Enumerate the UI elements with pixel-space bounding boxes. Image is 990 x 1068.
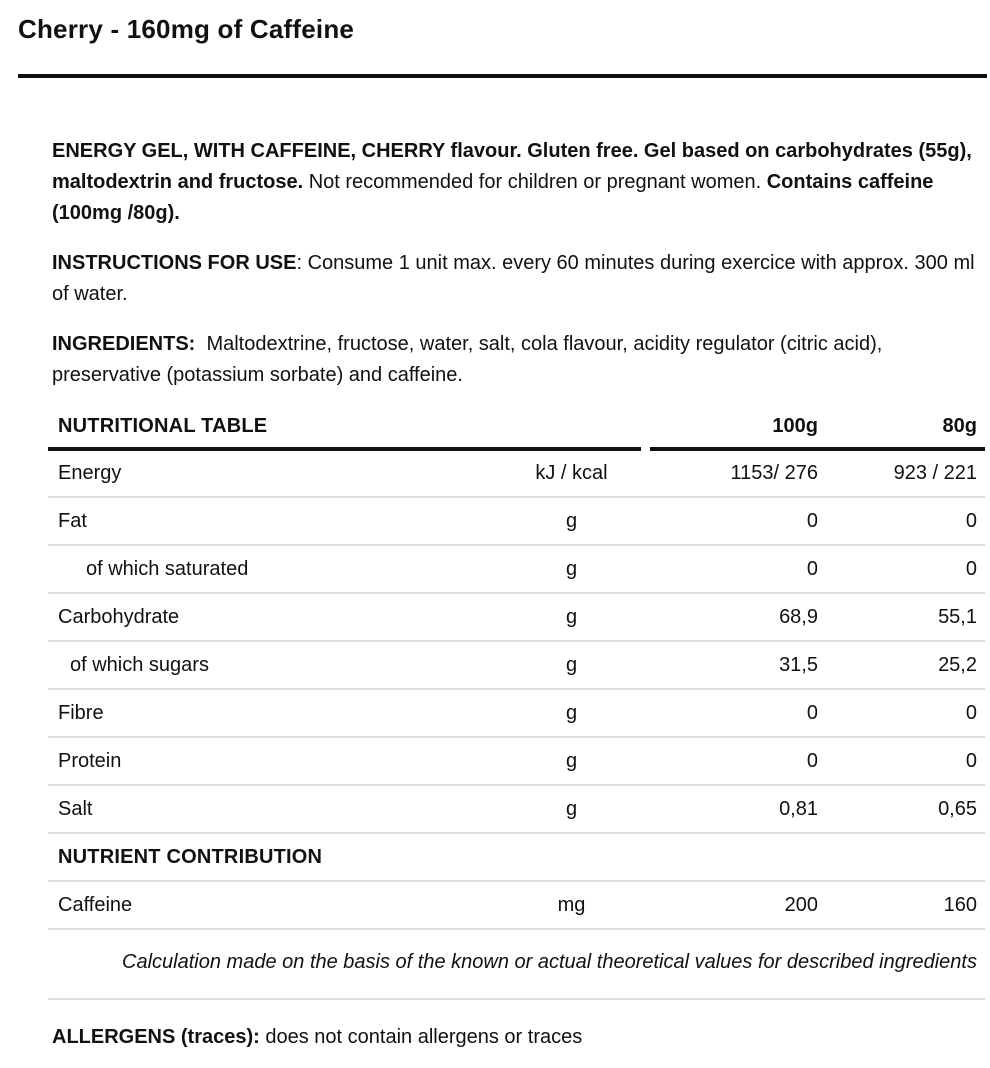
row-value-100g: 31,5 — [645, 641, 818, 690]
row-value-100g: 0 — [645, 689, 818, 738]
allergens-label: ALLERGENS (traces): — [52, 1026, 260, 1048]
row-label: Fibre — [48, 689, 498, 738]
row-value-80g: 0 — [818, 497, 985, 546]
row-value-100g: 0 — [645, 737, 818, 786]
row-label: of which saturated — [48, 545, 498, 594]
instructions-label: INSTRUCTIONS FOR USE — [52, 252, 297, 274]
page-title: Cherry - 160mg of Caffeine — [18, 14, 355, 44]
table-row-fibre: Fibre g 0 0 — [48, 689, 985, 738]
row-unit: g — [498, 593, 645, 642]
row-label: Carbohydrate — [48, 593, 498, 642]
table-row-sugars: of which sugars g 31,5 25,2 — [48, 641, 985, 690]
row-unit: g — [498, 689, 645, 738]
row-unit: g — [498, 737, 645, 786]
row-value-80g: 923 / 221 — [818, 449, 985, 498]
row-label: Energy — [48, 449, 498, 498]
table-note-row: Calculation made on the basis of the kno… — [48, 929, 985, 1000]
section-header: NUTRIENT CONTRIBUTION — [48, 833, 985, 882]
column-header-100g: 100g — [645, 405, 818, 451]
table-row-protein: Protein g 0 0 — [48, 737, 985, 786]
row-label: Caffeine — [48, 881, 498, 930]
row-value-100g: 1153/ 276 — [645, 449, 818, 498]
row-value-80g: 0 — [818, 689, 985, 738]
row-value-100g: 0 — [645, 545, 818, 594]
description-normal-middle: Not recommended for children or pregnant… — [303, 171, 767, 193]
row-value-100g: 200 — [645, 881, 818, 930]
row-label: Salt — [48, 785, 498, 834]
table-header-row: NUTRITIONAL TABLE 100g 80g — [48, 405, 985, 451]
row-label: of which sugars — [48, 641, 498, 690]
description-paragraph: ENERGY GEL, WITH CAFFEINE, CHERRY flavou… — [52, 136, 978, 229]
row-value-80g: 55,1 — [818, 593, 985, 642]
row-unit: g — [498, 785, 645, 834]
title-divider-rule — [18, 74, 987, 78]
row-value-80g: 0 — [818, 545, 985, 594]
row-unit: g — [498, 641, 645, 690]
row-unit: g — [498, 545, 645, 594]
row-value-100g: 0,81 — [645, 785, 818, 834]
table-row-saturated: of which saturated g 0 0 — [48, 545, 985, 594]
table-row-fat: Fat g 0 0 — [48, 497, 985, 546]
table-row-carbohydrate: Carbohydrate g 68,9 55,1 — [48, 593, 985, 642]
ingredients-paragraph: INGREDIENTS: Maltodextrine, fructose, wa… — [52, 329, 978, 391]
instructions-paragraph: INSTRUCTIONS FOR USE: Consume 1 unit max… — [52, 248, 978, 310]
row-value-100g: 0 — [645, 497, 818, 546]
row-unit: mg — [498, 881, 645, 930]
table-title: NUTRITIONAL TABLE — [48, 405, 645, 451]
row-unit: g — [498, 497, 645, 546]
table-row-salt: Salt g 0,81 0,65 — [48, 785, 985, 834]
row-value-80g: 0 — [818, 737, 985, 786]
row-unit: kJ / kcal — [498, 449, 645, 498]
header-underline-gap — [641, 444, 650, 452]
description-bold-intro: ENERGY GEL, WITH CAFFEINE, CHERRY flavou… — [52, 140, 978, 193]
nutritional-table-wrap: NUTRITIONAL TABLE 100g 80g Energy kJ / k… — [48, 405, 985, 1000]
row-value-80g: 25,2 — [818, 641, 985, 690]
nutritional-table: NUTRITIONAL TABLE 100g 80g Energy kJ / k… — [48, 405, 985, 1000]
calculation-note: Calculation made on the basis of the kno… — [48, 929, 985, 1000]
table-row-energy: Energy kJ / kcal 1153/ 276 923 / 221 — [48, 449, 985, 498]
ingredients-text: Maltodextrine, fructose, water, salt, co… — [52, 333, 888, 386]
label-body: ENERGY GEL, WITH CAFFEINE, CHERRY flavou… — [52, 136, 978, 391]
row-label: Fat — [48, 497, 498, 546]
row-value-80g: 0,65 — [818, 785, 985, 834]
allergens-text: does not contain allergens or traces — [259, 1026, 583, 1048]
ingredients-label: INGREDIENTS: — [52, 333, 196, 355]
column-header-80g: 80g — [818, 405, 985, 451]
table-row-caffeine: Caffeine mg 200 160 — [48, 881, 985, 930]
instructions-text: : Consume 1 unit max. every 60 minutes d… — [52, 252, 981, 305]
description-bold-caffeine: Contains caffeine (100mg /80g). — [52, 171, 939, 224]
row-label: Protein — [48, 737, 498, 786]
table-section-header-row: NUTRIENT CONTRIBUTION — [48, 833, 985, 882]
row-value-80g: 160 — [818, 881, 985, 930]
allergens-paragraph: ALLERGENS (traces): does not contain all… — [52, 1022, 976, 1053]
row-value-100g: 68,9 — [645, 593, 818, 642]
